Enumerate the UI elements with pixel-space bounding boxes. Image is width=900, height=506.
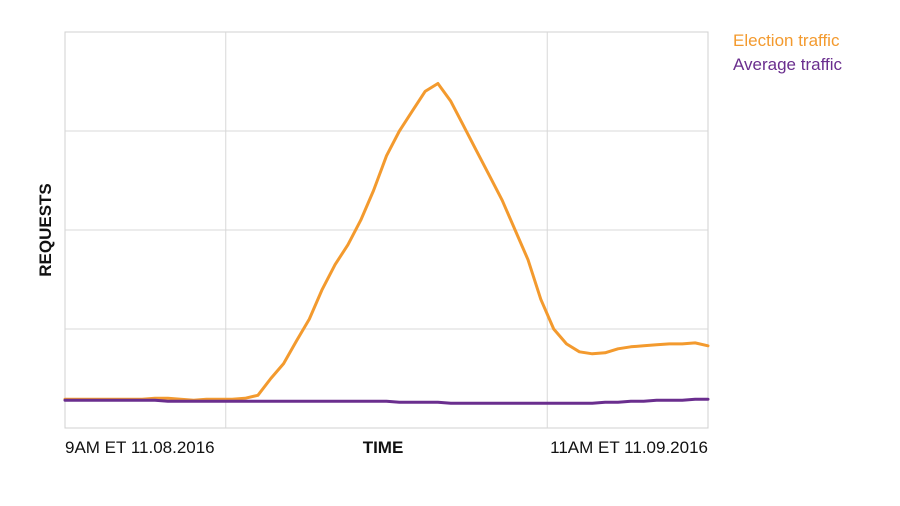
- series-layer: [63, 82, 710, 405]
- y-axis-title: REQUESTS: [36, 183, 55, 277]
- legend: Election traffic Average traffic: [733, 31, 842, 74]
- series-line-average-traffic: [63, 397, 710, 405]
- x-axis-title: TIME: [363, 438, 404, 457]
- x-tick-label-start: 9AM ET 11.08.2016: [65, 438, 215, 457]
- legend-entry-election-traffic: Election traffic: [733, 31, 840, 50]
- grid-lines: [65, 32, 708, 428]
- series-line-election-traffic: [63, 82, 710, 402]
- x-tick-label-end: 11AM ET 11.09.2016: [550, 438, 708, 457]
- legend-entry-average-traffic: Average traffic: [733, 55, 842, 74]
